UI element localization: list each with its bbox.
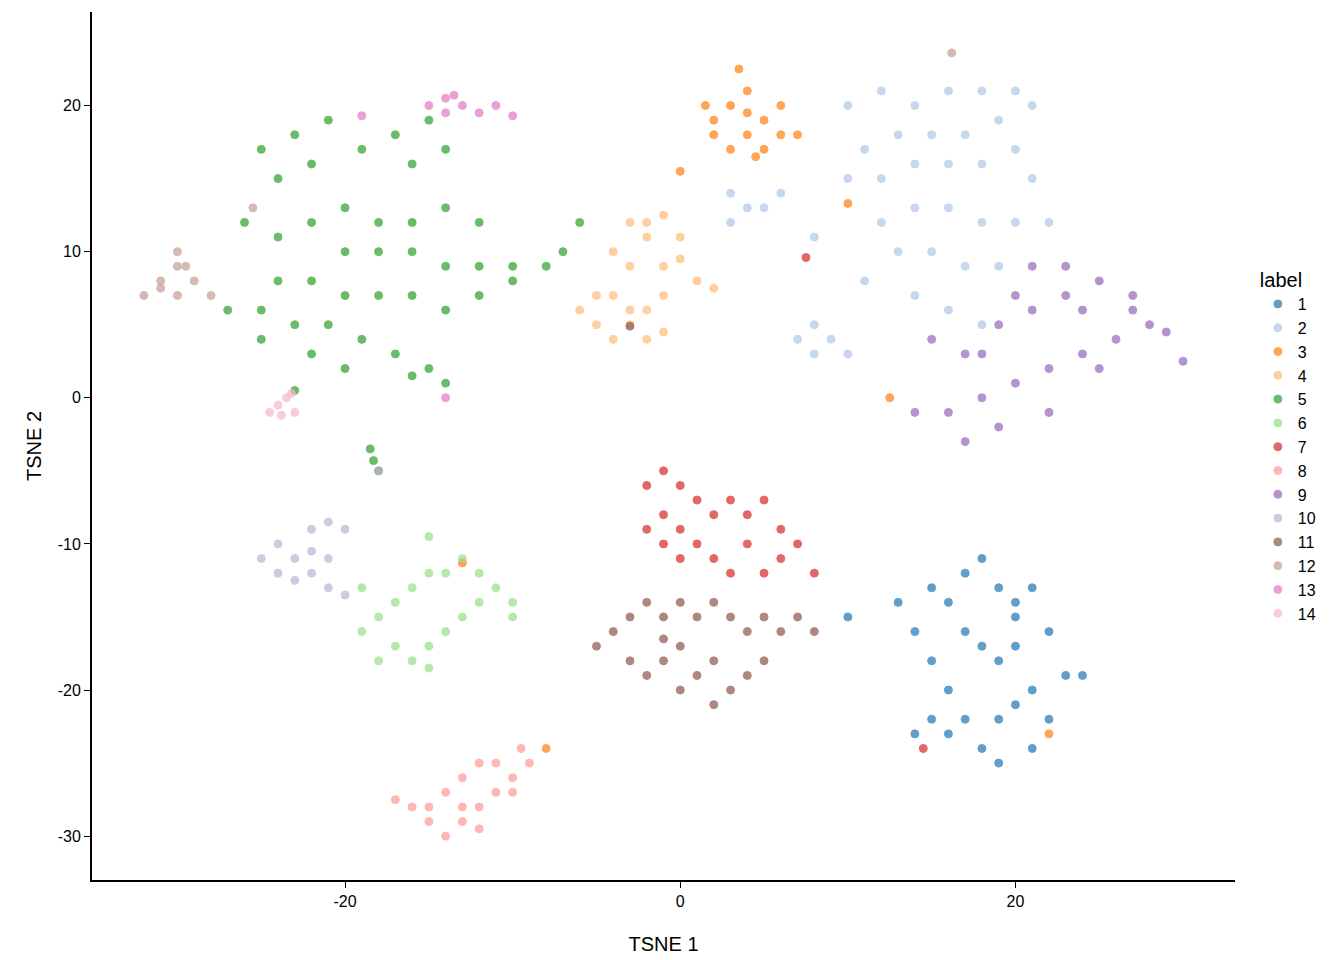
svg-text:TSNE 2: TSNE 2 xyxy=(23,411,45,481)
svg-text:label: label xyxy=(1260,269,1302,291)
svg-text:10: 10 xyxy=(63,243,81,260)
svg-text:7: 7 xyxy=(1298,439,1307,456)
svg-text:-20: -20 xyxy=(334,893,357,910)
svg-text:9: 9 xyxy=(1298,487,1307,504)
svg-text:TSNE 1: TSNE 1 xyxy=(628,933,698,955)
svg-text:-30: -30 xyxy=(58,828,81,845)
svg-text:1: 1 xyxy=(1298,296,1307,313)
svg-text:2: 2 xyxy=(1298,320,1307,337)
svg-text:20: 20 xyxy=(63,97,81,114)
svg-text:0: 0 xyxy=(72,389,81,406)
svg-text:-20: -20 xyxy=(58,682,81,699)
svg-text:3: 3 xyxy=(1298,344,1307,361)
svg-text:6: 6 xyxy=(1298,415,1307,432)
svg-text:20: 20 xyxy=(1007,893,1025,910)
svg-text:0: 0 xyxy=(676,893,685,910)
svg-text:-10: -10 xyxy=(58,536,81,553)
svg-text:13: 13 xyxy=(1298,582,1316,599)
svg-text:4: 4 xyxy=(1298,368,1307,385)
svg-text:8: 8 xyxy=(1298,463,1307,480)
svg-text:11: 11 xyxy=(1298,534,1315,551)
svg-text:14: 14 xyxy=(1298,606,1316,623)
svg-text:5: 5 xyxy=(1298,391,1307,408)
svg-text:10: 10 xyxy=(1298,510,1316,527)
svg-text:12: 12 xyxy=(1298,558,1316,575)
